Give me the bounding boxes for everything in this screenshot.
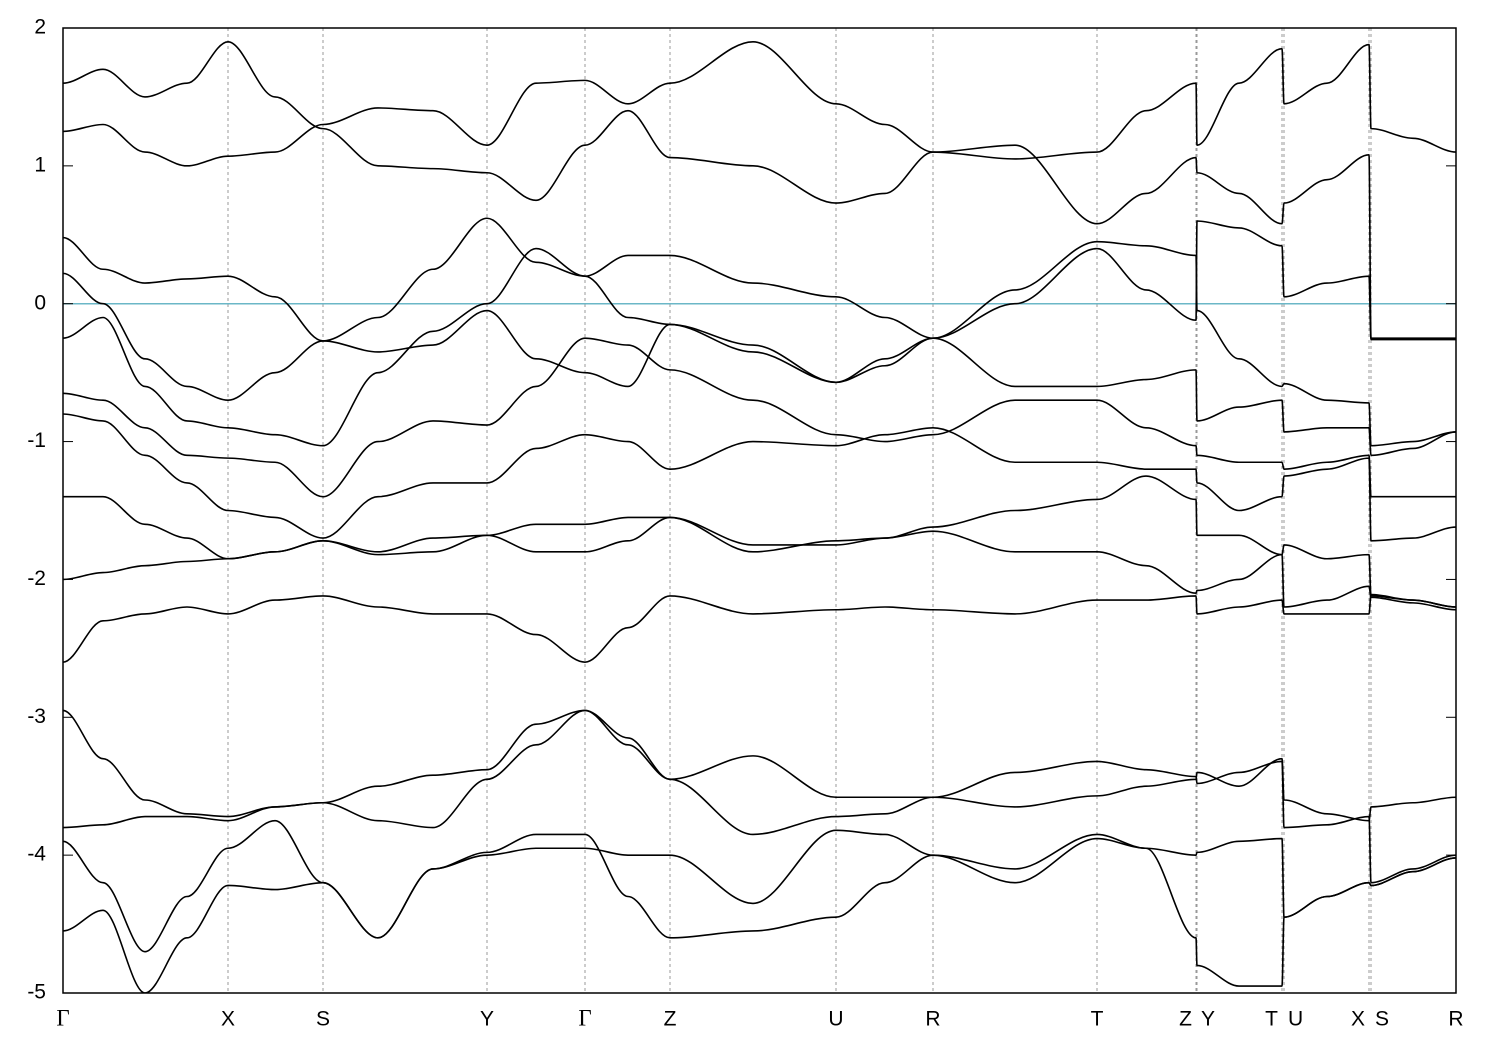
plot-frame: [62, 27, 1457, 994]
x-tick-label: Γ: [56, 1005, 69, 1030]
x-tick-label: T: [1091, 1008, 1104, 1031]
labels: 210-1-2-3-4-5Γ X S Y Γ Z U R T Z Y T U X S R: [27, 16, 1463, 1031]
bands: [63, 40, 1456, 993]
x-tick-label: X: [221, 1008, 235, 1031]
y-tick-label: 0: [34, 291, 46, 314]
band: [63, 833, 1456, 993]
band: [63, 217, 1456, 342]
y-tick-label: -4: [27, 843, 46, 866]
x-tick-label: U: [828, 1008, 843, 1031]
y-tick-label: -3: [27, 705, 46, 728]
band: [63, 413, 1456, 542]
band: [63, 247, 1456, 457]
y-tick-label: 1: [34, 153, 46, 176]
y-tick-label: -5: [27, 981, 46, 1004]
y-tick-label: -1: [27, 429, 46, 452]
x-tick-label: Z: [1179, 1008, 1192, 1031]
x-tick-label: S: [316, 1008, 330, 1031]
x-tick-label: X: [1351, 1008, 1365, 1031]
x-tick-label: Γ: [578, 1005, 591, 1030]
x-tick-label: S: [1375, 1008, 1389, 1031]
band: [63, 516, 1456, 611]
x-tick-label: Y: [1201, 1008, 1215, 1031]
band: [63, 40, 1456, 167]
y-tick-label: 2: [34, 16, 46, 39]
band: [63, 819, 1456, 953]
x-tick-label: U: [1288, 1008, 1303, 1031]
band: [63, 337, 1456, 498]
x-tick-label: T: [1265, 1008, 1278, 1031]
band: [63, 40, 1456, 339]
x-tick-label: R: [925, 1008, 940, 1031]
y-tick-label: -2: [27, 567, 46, 590]
band: [63, 709, 1456, 884]
x-tick-label: Y: [480, 1008, 494, 1031]
band: [63, 593, 1456, 663]
x-tick-label: Z: [664, 1008, 677, 1031]
x-tick-label: R: [1448, 1008, 1463, 1031]
